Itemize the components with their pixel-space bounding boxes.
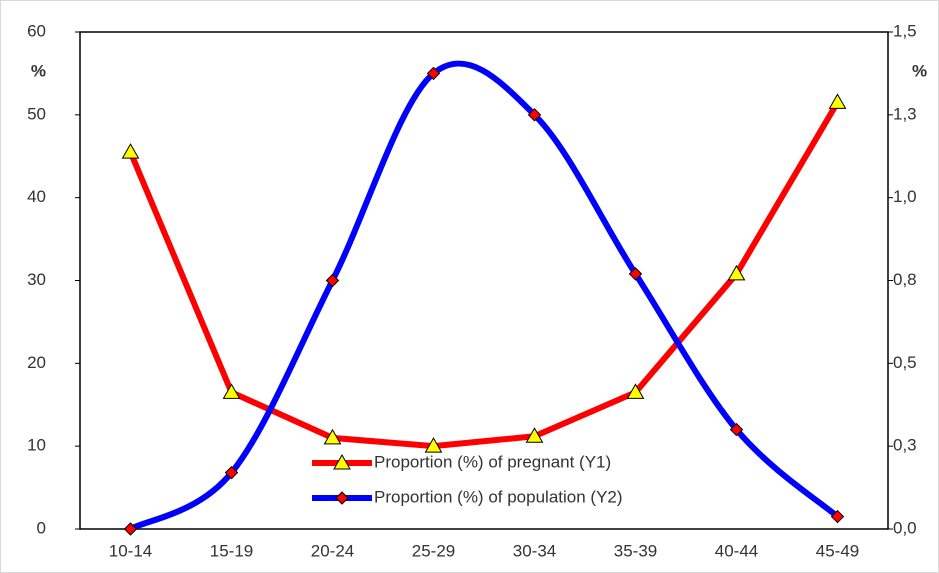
data-point (830, 509, 845, 524)
data-point (426, 66, 441, 81)
x-tick-label: 45-49 (816, 541, 859, 560)
y-tick-label: 30 (27, 270, 46, 289)
data-point (527, 108, 542, 122)
data-point (424, 437, 443, 453)
y-tick-label: 0 (37, 518, 46, 537)
data-point (222, 383, 241, 399)
y2-tick-label: 0,5 (893, 353, 917, 372)
y-tick-label: 20 (27, 353, 46, 372)
y2-tick-label: 1,0 (893, 187, 917, 206)
x-tick-label: 40-44 (715, 541, 758, 560)
series-line (127, 100, 841, 450)
data-point (224, 465, 239, 480)
data-point (727, 264, 746, 281)
y-tick-label: 10 (27, 436, 46, 455)
data-point (628, 267, 643, 281)
data-point (325, 273, 340, 288)
x-tick-label: 25-29 (412, 541, 455, 560)
y2-axis-label: % (912, 61, 927, 80)
x-tick-label: 10-14 (109, 541, 152, 560)
legend-label: Proportion (%) of population (Y2) (374, 487, 623, 506)
x-tick-label: 15-19 (210, 541, 253, 560)
x-tick-label: 30-34 (513, 541, 556, 560)
legend-label: Proportion (%) of pregnant (Y1) (374, 452, 611, 471)
y2-tick-label: 1,3 (893, 104, 917, 123)
y2-tick-label: 0,0 (893, 518, 917, 537)
legend-marker (335, 491, 349, 505)
y-tick-label: 50 (27, 104, 46, 123)
y2-tick-label: 0,3 (893, 436, 917, 455)
y2-tick-label: 1,5 (893, 21, 917, 40)
y-axis-label: % (31, 61, 46, 80)
data-point (121, 143, 140, 159)
data-point (123, 522, 138, 536)
data-point (729, 422, 744, 437)
series-line (129, 60, 840, 532)
data-point (828, 93, 847, 109)
x-tick-label: 20-24 (311, 541, 354, 560)
data-point (323, 428, 342, 445)
x-tick-label: 35-39 (614, 541, 657, 560)
y-tick-label: 60 (27, 21, 46, 40)
data-point (626, 383, 645, 399)
y2-tick-label: 0,8 (893, 270, 917, 289)
data-point (525, 427, 544, 443)
legend-marker (333, 453, 351, 470)
y-tick-label: 40 (27, 187, 46, 206)
